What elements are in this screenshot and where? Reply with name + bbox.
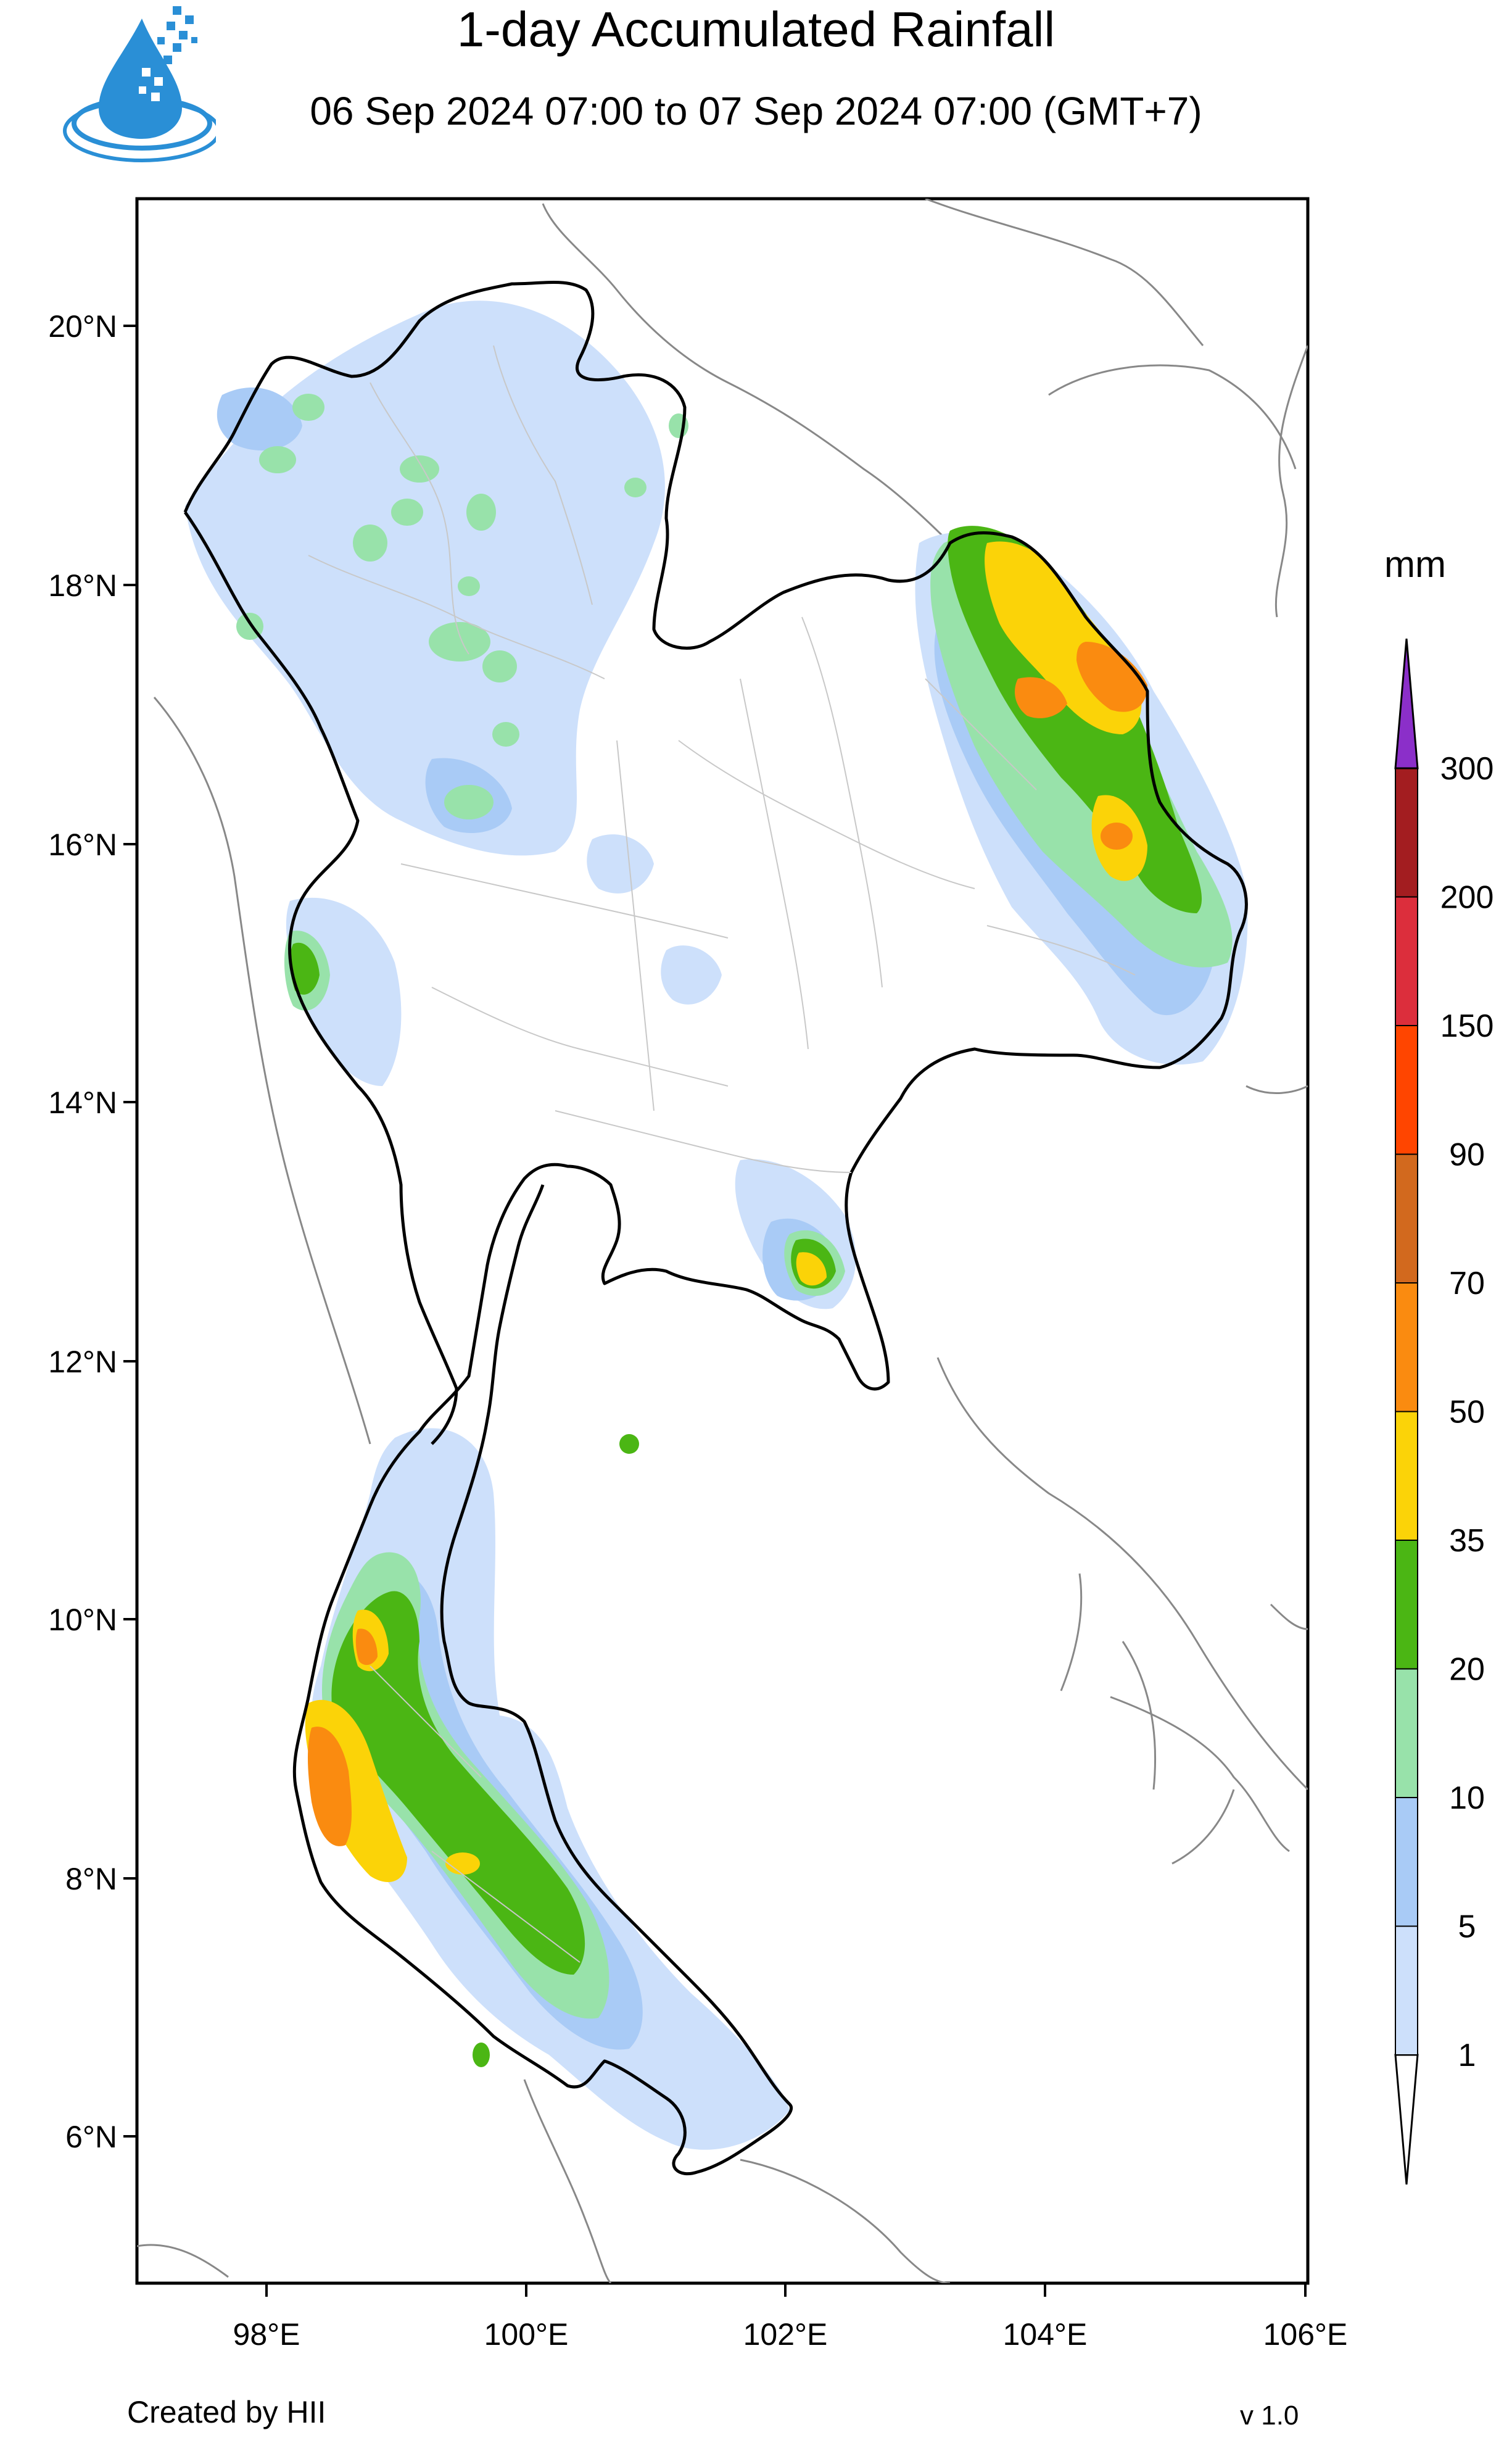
colorbar-label-200: 200 (1440, 880, 1494, 916)
chart-title: 1-day Accumulated Rainfall (456, 2, 1056, 57)
lon-label-104e: 104°E (1003, 2317, 1088, 2352)
lon-label-100e: 100°E (484, 2317, 569, 2352)
axis-ticks (123, 325, 1307, 2297)
colorbar-label-35: 35 (1449, 1523, 1485, 1559)
neighbor-borders (137, 199, 1308, 2283)
colorbar-segment-150 (1395, 896, 1418, 1026)
colorbar-segment-200 (1395, 768, 1418, 898)
colorbar-segment-1 (1395, 1925, 1418, 2055)
colorbar-label-1: 1 (1458, 2038, 1476, 2073)
lat-label-14n: 14°N (48, 1085, 117, 1120)
lat-label-20n: 20°N (48, 309, 117, 344)
lat-label-16n: 16°N (48, 827, 117, 862)
colorbar-below-triangle (1394, 2054, 1419, 2185)
thailand-border (183, 281, 1248, 2176)
colorbar-label-5: 5 (1458, 1909, 1476, 1945)
colorbar-segment-5 (1395, 1797, 1418, 1927)
colorbar-segment-70 (1395, 1153, 1418, 1284)
colorbar-label-150: 150 (1440, 1008, 1494, 1044)
colorbar-label-90: 90 (1449, 1137, 1485, 1173)
lat-label-6n: 6°N (65, 2120, 117, 2154)
colorbar-segment-50 (1395, 1282, 1418, 1412)
water-drop-logo-icon (63, 6, 216, 162)
lat-label-8n: 8°N (65, 1862, 117, 1896)
lat-label-10n: 10°N (48, 1603, 117, 1637)
legend-unit: mm (1384, 544, 1446, 585)
lat-label-12n: 12°N (48, 1345, 117, 1379)
lon-label-106e: 106°E (1263, 2317, 1348, 2352)
colorbar-segment-10 (1395, 1668, 1418, 1798)
colorbar-label-70: 70 (1449, 1266, 1485, 1301)
colorbar-label-20: 20 (1449, 1652, 1485, 1688)
lat-label-18n: 18°N (48, 568, 117, 603)
credit-text: Created by HII (127, 2395, 326, 2429)
colorbar-above-triangle (1394, 638, 1419, 769)
lon-label-102e: 102°E (743, 2317, 828, 2352)
colorbar-segment-90 (1395, 1025, 1418, 1155)
chart-subtitle: 06 Sep 2024 07:00 to 07 Sep 2024 07:00 (… (310, 89, 1202, 133)
colorbar-labels: 1 5 10 20 35 50 70 90 150 200 300 (1440, 751, 1494, 2073)
rainfall-50mm (307, 642, 1147, 1846)
colorbar-label-10: 10 (1449, 1780, 1485, 1816)
colorbar-label-300: 300 (1440, 751, 1494, 787)
lon-label-98e: 98°E (233, 2317, 300, 2352)
colorbar-label-50: 50 (1449, 1395, 1485, 1430)
rainfall-colorbar (1394, 638, 1419, 2185)
colorbar-segment-20 (1395, 1540, 1418, 1670)
colorbar-segment-35 (1395, 1411, 1418, 1541)
province-boundaries (308, 345, 1136, 1963)
version-text: v 1.0 (1240, 2400, 1299, 2431)
thailand-border-west (183, 511, 458, 1445)
